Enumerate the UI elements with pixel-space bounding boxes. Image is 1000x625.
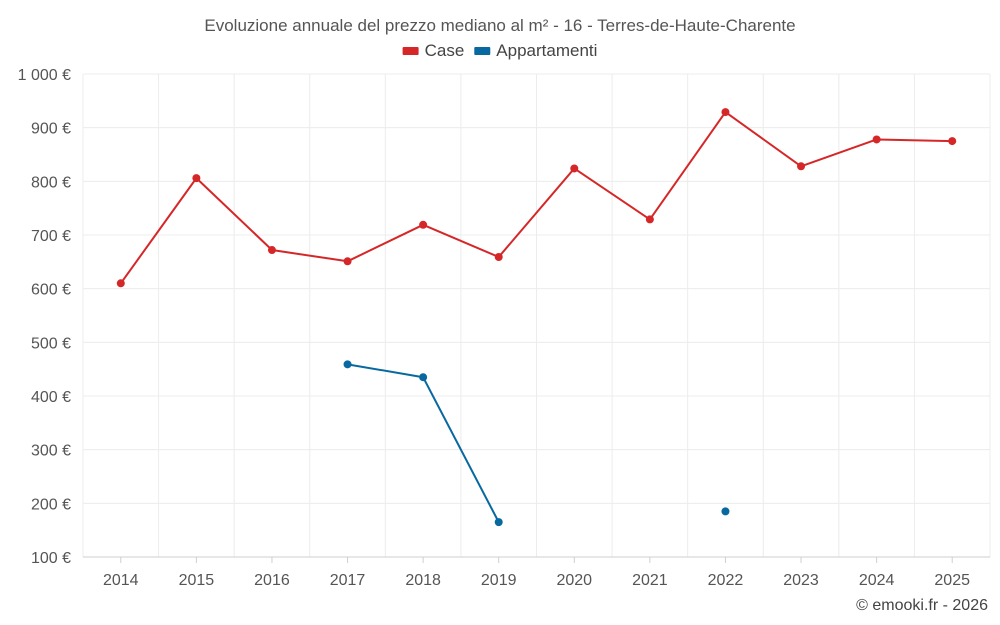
y-axis: 100 € 200 € 300 € 400 € 500 € 600 € 700 € 800 €…: [18, 67, 71, 567]
y-tick-label: 500 €: [31, 335, 71, 352]
data-point: [494, 253, 503, 262]
legend-item: Appartamenti: [474, 41, 597, 60]
data-point: [267, 246, 276, 255]
series-case: [116, 108, 957, 288]
data-point: [343, 360, 352, 369]
data-point: [721, 507, 730, 516]
x-tick-label: 2023: [783, 572, 819, 589]
legend-swatch: [402, 47, 419, 55]
data-point: [570, 164, 579, 173]
x-tick-label: 2022: [708, 572, 744, 589]
data-point: [419, 220, 428, 229]
x-tick-label: 2025: [934, 572, 970, 589]
y-tick-label: 300 €: [31, 443, 71, 460]
data-point: [645, 215, 654, 224]
y-tick-label: 800 €: [31, 174, 71, 191]
credit: © emooki.fr - 2026: [856, 597, 988, 614]
series-appartamenti: [343, 360, 730, 527]
x-tick-label: 2014: [103, 572, 139, 589]
x-tick-label: 2020: [556, 572, 592, 589]
data-point: [948, 137, 957, 146]
grid: [82, 73, 991, 558]
y-tick-label: 600 €: [31, 282, 71, 299]
series-line: [347, 363, 500, 523]
data-point: [419, 373, 428, 382]
y-tick-label: 700 €: [31, 228, 71, 245]
y-tick-label: 400 €: [31, 389, 71, 406]
series-line: [119, 111, 953, 284]
x-tick-label: 2024: [859, 572, 895, 589]
data-point: [494, 518, 503, 527]
y-tick-label: 100 €: [31, 550, 71, 567]
legend-swatch: [474, 47, 491, 55]
x-tick-label: 2016: [254, 572, 290, 589]
y-tick-label: 900 €: [31, 121, 71, 138]
data-point: [343, 257, 352, 266]
x-tick-label: 2015: [179, 572, 215, 589]
chart-title: Evoluzione annuale del prezzo mediano al…: [204, 16, 795, 35]
data-point: [872, 135, 881, 144]
legend-label: Appartamenti: [496, 41, 597, 60]
x-tick-label: 2019: [481, 572, 517, 589]
series-layer: [116, 108, 957, 527]
x-tick-label: 2017: [330, 572, 366, 589]
y-tick-label: 200 €: [31, 496, 71, 513]
x-tick-label: 2018: [405, 572, 441, 589]
x-axis: 2014 2015 2016 2017 2018 2019 2020 2021 2022 2023…: [103, 557, 970, 589]
data-point: [721, 108, 730, 117]
y-tick-label: 1 000 €: [18, 67, 71, 84]
legend-label: Case: [425, 41, 465, 60]
x-tick-label: 2021: [632, 572, 668, 589]
legend-item: Case: [402, 41, 465, 60]
data-point: [797, 162, 806, 171]
data-point: [116, 279, 125, 288]
data-point: [192, 174, 201, 183]
legend: Case Appartamenti: [402, 41, 597, 60]
